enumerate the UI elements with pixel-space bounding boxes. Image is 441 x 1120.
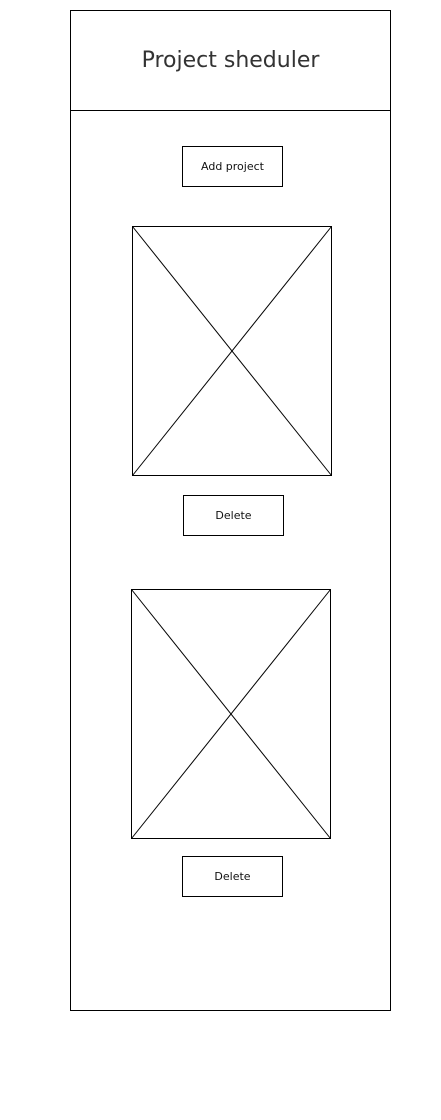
image-placeholder-icon	[132, 226, 332, 476]
add-project-button[interactable]: Add project	[182, 146, 283, 187]
header-bar: Project sheduler	[71, 11, 390, 111]
app-frame: Project sheduler	[70, 10, 391, 1011]
page-title: Project sheduler	[141, 48, 320, 73]
delete-button-1[interactable]: Delete	[183, 495, 284, 536]
project-image-placeholder-1	[132, 226, 332, 476]
image-placeholder-icon	[131, 589, 331, 839]
project-image-placeholder-2	[131, 589, 331, 839]
delete-button-2[interactable]: Delete	[182, 856, 283, 897]
